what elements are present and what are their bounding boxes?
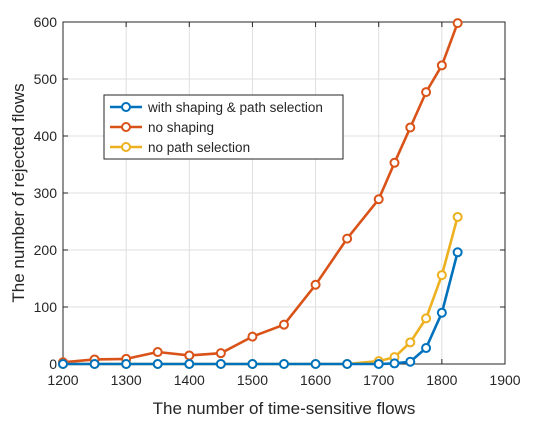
x-tick-label: 1300 bbox=[111, 372, 142, 388]
data-point bbox=[452, 247, 463, 258]
x-tick-label: 1400 bbox=[174, 372, 205, 388]
data-point bbox=[421, 313, 432, 324]
x-tick-label: 1900 bbox=[489, 372, 520, 388]
data-point bbox=[405, 337, 416, 348]
data-point bbox=[310, 279, 321, 290]
data-point bbox=[247, 331, 258, 342]
data-point bbox=[215, 359, 226, 369]
x-tick-label: 1200 bbox=[47, 372, 78, 388]
y-tick-label: 500 bbox=[34, 71, 58, 87]
data-point bbox=[452, 211, 463, 222]
data-point bbox=[184, 359, 195, 369]
legend-item: no shaping bbox=[110, 120, 214, 135]
data-point bbox=[342, 359, 353, 369]
x-tick-label: 1800 bbox=[426, 372, 457, 388]
data-point bbox=[452, 18, 463, 29]
x-tick-label: 1700 bbox=[363, 372, 394, 388]
y-tick-label: 400 bbox=[34, 128, 58, 144]
data-point bbox=[215, 348, 226, 359]
series-line bbox=[63, 251, 459, 366]
data-point bbox=[247, 359, 258, 369]
data-point bbox=[405, 356, 416, 367]
legend: with shaping & path selection no shaping n… bbox=[103, 94, 344, 160]
data-point bbox=[421, 343, 432, 354]
data-point bbox=[373, 359, 384, 369]
legend-marker bbox=[121, 102, 131, 112]
data-point bbox=[310, 359, 321, 369]
data-point bbox=[152, 359, 163, 369]
legend-label: no shaping bbox=[148, 120, 214, 135]
data-point bbox=[89, 359, 100, 369]
legend-label: with shaping & path selection bbox=[147, 100, 323, 115]
y-tick-label: 100 bbox=[34, 299, 58, 315]
legend-box bbox=[103, 94, 344, 160]
y-tick-label: 200 bbox=[34, 242, 58, 258]
y-tick-label: 300 bbox=[34, 185, 58, 201]
x-axis-label: The number of time-sensitive flows bbox=[153, 399, 416, 418]
data-point bbox=[121, 359, 132, 369]
data-point bbox=[342, 233, 353, 244]
legend-item: with shaping & path selection bbox=[110, 100, 323, 115]
series-layer bbox=[58, 18, 463, 369]
data-point bbox=[436, 60, 447, 71]
legend-marker bbox=[121, 142, 131, 152]
series-3 bbox=[58, 211, 463, 369]
data-point bbox=[421, 87, 432, 98]
data-point bbox=[184, 350, 195, 361]
legend-item: no path selection bbox=[110, 140, 250, 155]
data-point bbox=[405, 122, 416, 133]
series-line bbox=[62, 22, 459, 364]
legend-label: no path selection bbox=[148, 140, 250, 155]
series-1 bbox=[58, 247, 463, 369]
x-tick-label: 1600 bbox=[300, 372, 331, 388]
data-point bbox=[436, 307, 447, 318]
data-point bbox=[58, 359, 68, 369]
series-line bbox=[63, 216, 459, 366]
data-point bbox=[152, 347, 163, 358]
data-point bbox=[279, 319, 289, 330]
data-point bbox=[279, 359, 289, 369]
data-point bbox=[389, 358, 400, 369]
data-point bbox=[389, 157, 400, 168]
y-axis-label: The number of rejected flows bbox=[9, 83, 28, 302]
axis-ticks: 1200 1300 1400 1500 1600 1700 1800 1900 0 100 200 3… bbox=[34, 14, 521, 388]
legend-marker bbox=[121, 122, 131, 132]
x-tick-label: 1500 bbox=[237, 372, 268, 388]
y-tick-label: 600 bbox=[34, 14, 58, 30]
data-point bbox=[373, 194, 384, 205]
y-tick-label: 0 bbox=[49, 356, 57, 372]
data-point bbox=[436, 270, 447, 281]
